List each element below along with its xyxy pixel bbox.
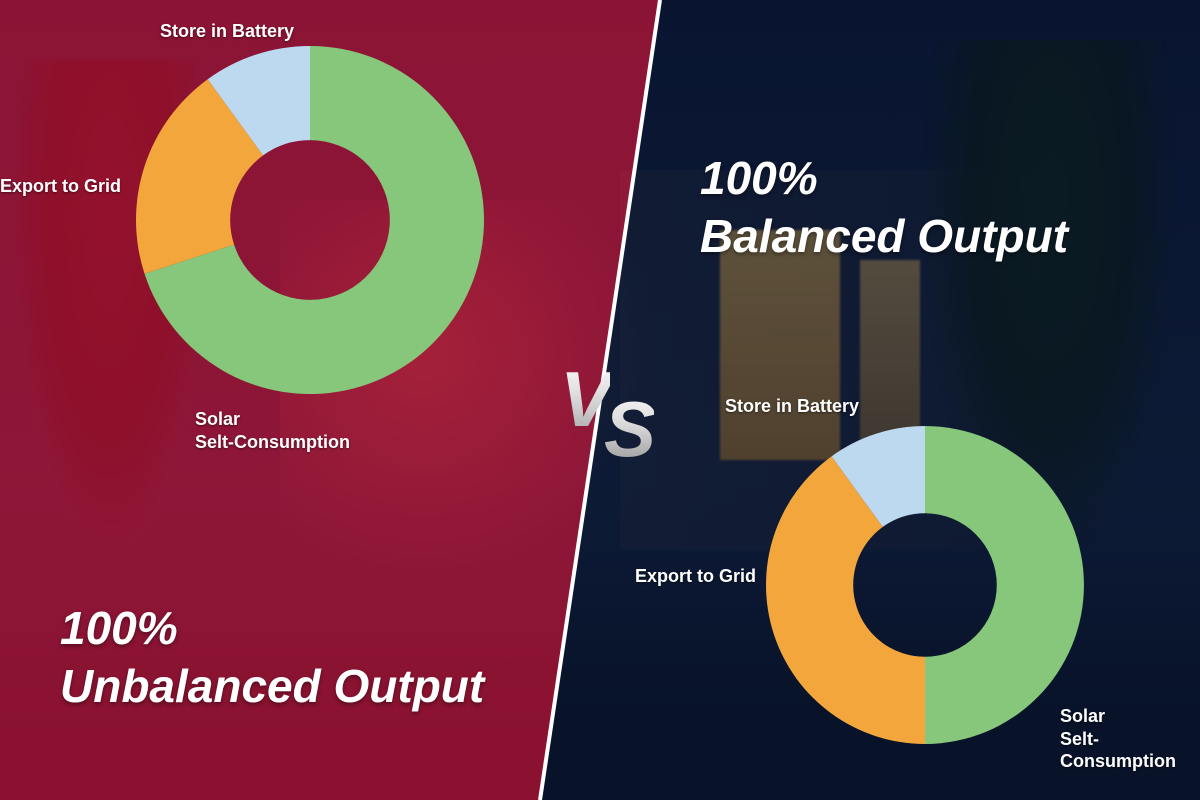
segment-label: Store in Battery (725, 395, 859, 418)
donut-balanced-labels: Store in Battery Export to Grid Solar Selt… (0, 0, 1200, 800)
infographic-stage: V S 100% Unbalanced Output 100% Balanced… (0, 0, 1200, 800)
segment-label: Export to Grid (635, 565, 756, 588)
segment-label: Solar Selt-Consumption (1060, 705, 1200, 773)
